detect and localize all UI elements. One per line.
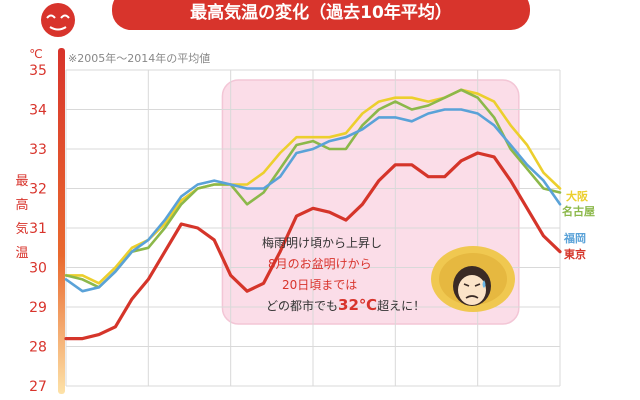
hot-person-icon: [431, 246, 515, 312]
y-tick-label-8: 35: [29, 63, 47, 79]
y-tick-label-5: 32: [29, 182, 47, 198]
y-tick-label-3: 30: [29, 261, 47, 277]
annotation-line-4a: どの都市でも: [266, 298, 338, 313]
y-axis-title: 最高気温: [15, 174, 28, 261]
legend-label-1: 名古屋: [562, 204, 595, 218]
series-line-2: [64, 108, 562, 293]
sun-icon: [41, 3, 75, 37]
y-axis-title-char-2: 気: [15, 221, 28, 237]
annotation-line-2: 8月のお盆明けから: [268, 257, 372, 271]
chart-subtitle: ※2005年～2014年の平均値: [68, 51, 210, 65]
series-line-1: [64, 88, 562, 289]
y-tick-label-7: 34: [29, 103, 47, 119]
y-unit-label: ℃: [29, 47, 42, 61]
y-axis-title-char-1: 高: [15, 197, 28, 213]
annotation-line-1: 梅雨明け頃から上昇し: [262, 235, 382, 250]
title-banner: 最高気温の変化（過去10年平均）: [112, 0, 530, 30]
y-tick-label-4: 31: [29, 221, 47, 237]
annotation-line-3: 20日頃までは: [282, 278, 357, 292]
annotation-line-4b: 32℃: [338, 296, 377, 314]
annotation-line-4c: 超えに！: [377, 298, 425, 313]
legend-label-3: 東京: [564, 247, 586, 261]
annotation: 梅雨明け頃から上昇し 8月のお盆明けから 20日頃までは どの都市でも32℃超え…: [262, 235, 425, 314]
y-tick-label-0: 27: [29, 379, 47, 395]
y-tick-label-2: 29: [29, 300, 47, 316]
legend-label-2: 福岡: [563, 231, 586, 245]
y-tick-label-1: 28: [29, 340, 47, 356]
series-line-3: [64, 151, 562, 341]
legend-label-0: 大阪: [566, 189, 589, 203]
y-axis-title-char-0: 最: [15, 174, 28, 189]
chart-title: 最高気温の変化（過去10年平均）: [190, 2, 452, 23]
y-axis-title-char-3: 温: [15, 246, 28, 261]
y-tick-label-6: 33: [29, 142, 47, 158]
annotation-line-4: どの都市でも32℃超えに！: [266, 296, 425, 314]
y-axis-bar: [58, 48, 65, 394]
